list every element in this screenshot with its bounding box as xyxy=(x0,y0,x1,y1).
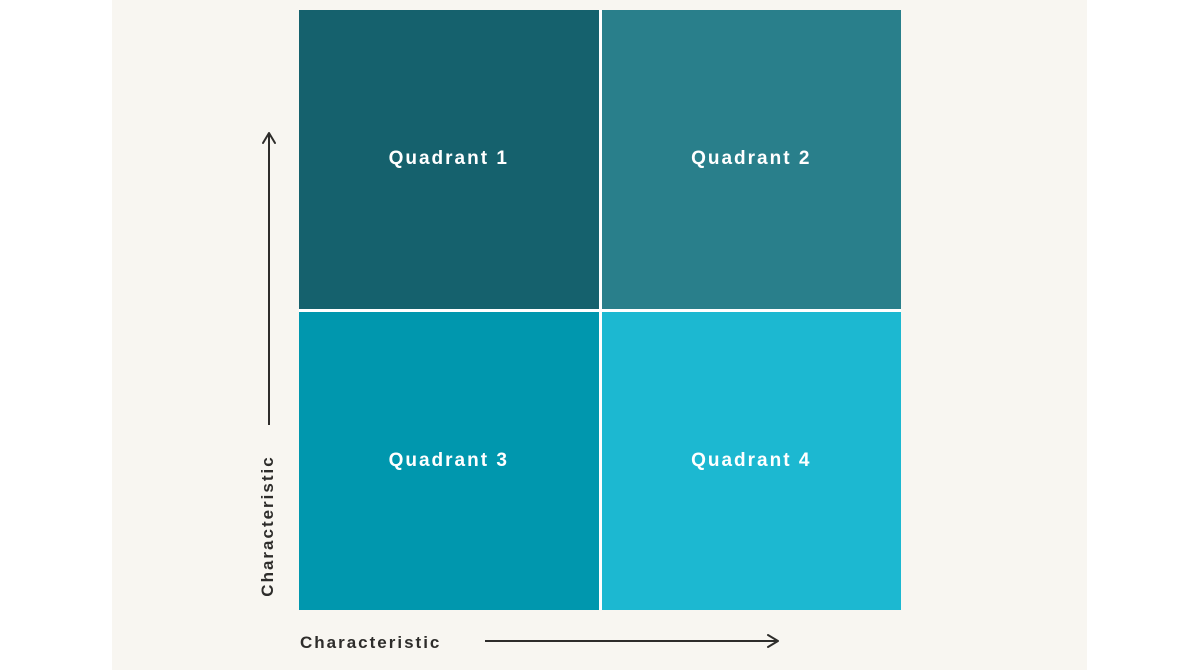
quadrant-4-label: Quadrant 4 xyxy=(691,449,812,471)
quadrant-cell-3: Quadrant 3 xyxy=(299,311,599,610)
quadrant-matrix: Quadrant 1 Quadrant 2 Quadrant 3 Quadran… xyxy=(299,10,901,610)
quadrant-3-label: Quadrant 3 xyxy=(388,449,509,471)
x-axis-label: Characteristic xyxy=(300,633,442,652)
quadrant-cell-4: Quadrant 4 xyxy=(601,311,901,610)
y-axis-arrow-icon xyxy=(261,130,277,427)
y-axis-label: Characteristic xyxy=(258,455,277,597)
quadrant-2-label: Quadrant 2 xyxy=(691,148,812,170)
x-axis-arrow-icon xyxy=(485,633,780,649)
quadrant-1-label: Quadrant 1 xyxy=(388,148,509,170)
quadrant-cell-2: Quadrant 2 xyxy=(601,10,901,309)
quadrant-cell-1: Quadrant 1 xyxy=(299,10,599,309)
